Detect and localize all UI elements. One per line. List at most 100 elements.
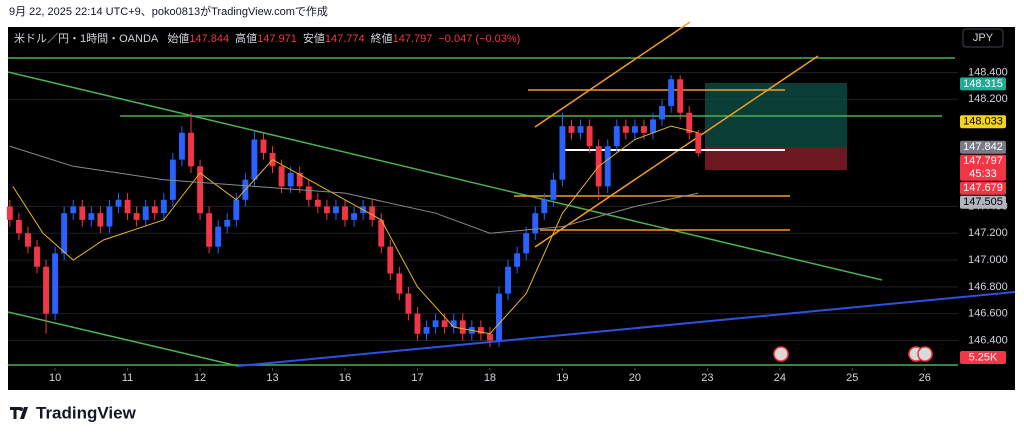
candle-body [43,266,49,314]
symbol: 米ドル／円・1時間・OANDA [14,33,159,45]
candle-body [34,246,40,267]
candle-body [6,206,13,220]
candle-body [550,179,557,200]
price-badge [960,154,1006,181]
price-badge [960,77,1006,91]
x-tick-label: 20 [629,372,641,384]
candle-body [568,126,575,133]
candle-body [323,206,330,214]
volume-label: 5.25K [969,351,998,363]
channel-line [534,55,819,248]
y-tick-label: 146.600 [968,308,1008,320]
candle-body [142,206,149,220]
price-badge-label: 147.842 [963,141,1003,153]
candle-body [169,159,176,200]
candle-body [414,313,421,334]
y-tick-label: 147.200 [968,227,1008,239]
candle-body [613,126,620,147]
logo [10,407,28,419]
price-badge [960,115,1006,129]
candle-body [351,213,358,220]
event-icon[interactable] [917,346,933,362]
currency-button[interactable] [962,28,1004,48]
y-tick-label: 147.000 [968,254,1008,266]
price-badge [960,181,1006,195]
candle-body [577,126,584,133]
candle-body [151,206,158,214]
legend-label: 始値 [167,33,190,45]
x-tick-label: 24 [774,372,786,384]
x-tick-label: 11 [122,372,133,384]
candle-body [224,219,231,227]
candle-body [296,173,303,187]
candle-body [188,132,194,167]
x-tick-label: 26 [919,372,931,384]
candle-body [106,206,113,227]
candle-body [650,119,656,133]
marks [6,75,702,348]
x-tick-label: 25 [846,372,858,384]
candle-body [160,199,167,214]
candle-body [622,126,629,133]
candle-body [459,320,466,334]
legend-label: 安値 [302,33,325,45]
candle-body [79,206,86,220]
candle-body [215,226,222,247]
candle-body [487,333,493,341]
candle-body [88,213,95,220]
candle-body [61,213,68,254]
price-badge [960,195,1006,209]
x-tick-label: 13 [266,372,278,384]
candle-body [586,126,593,147]
candle-body [15,219,22,234]
channel-line [534,21,691,128]
brand: TradingView [36,403,137,422]
candle-body [668,79,675,107]
event-icon[interactable] [773,346,789,362]
candle-body [686,112,693,133]
candle-body [197,166,203,214]
candle-body [659,106,666,120]
candle-body [695,132,702,154]
candle-body [523,233,530,254]
legend: 米ドル／円・1時間・OANDA 始値147.844 高値147.971 安値147.… [14,30,526,46]
legend-change: −0.047 (−0.03%) [438,33,521,45]
candle-body [342,206,348,220]
candle-body [559,126,566,180]
price-badge-label: 147.505 [963,196,1003,208]
candle-body [378,219,385,247]
blue-trend [237,291,1016,367]
x-tick-label: 12 [194,372,206,384]
currency[interactable]: JPY [973,32,994,44]
candle-body [496,293,502,341]
axes: 146.400146.600146.800147.000147.200147.4… [49,66,1008,383]
candle-body [369,206,376,220]
candle-body [133,213,140,220]
candle-body [631,126,638,133]
candle-body [396,273,403,294]
y-tick-label: 146.800 [968,281,1008,293]
candle-body [305,186,312,200]
candle-body [97,213,104,227]
drawings [7,21,1016,367]
legend-label: 高値 [235,33,258,45]
moving-average [9,145,699,234]
price-badge-label: 148.033 [963,116,1003,128]
candle-body [332,206,339,214]
candle-body [514,253,521,267]
volume-badge [960,351,1006,364]
candle-body [677,79,684,113]
candle-body [52,253,59,314]
candle-body [423,327,430,334]
legend-value: 147.971 [257,33,297,45]
candle-body [432,320,439,328]
candle-body [24,233,31,247]
candle-body [206,213,213,247]
x-tick-label: 18 [484,372,496,384]
price-badge-label: 147.797 [963,155,1003,167]
candle-body [115,199,122,207]
x-tick-label: 19 [556,372,568,384]
green-trend [7,71,883,281]
